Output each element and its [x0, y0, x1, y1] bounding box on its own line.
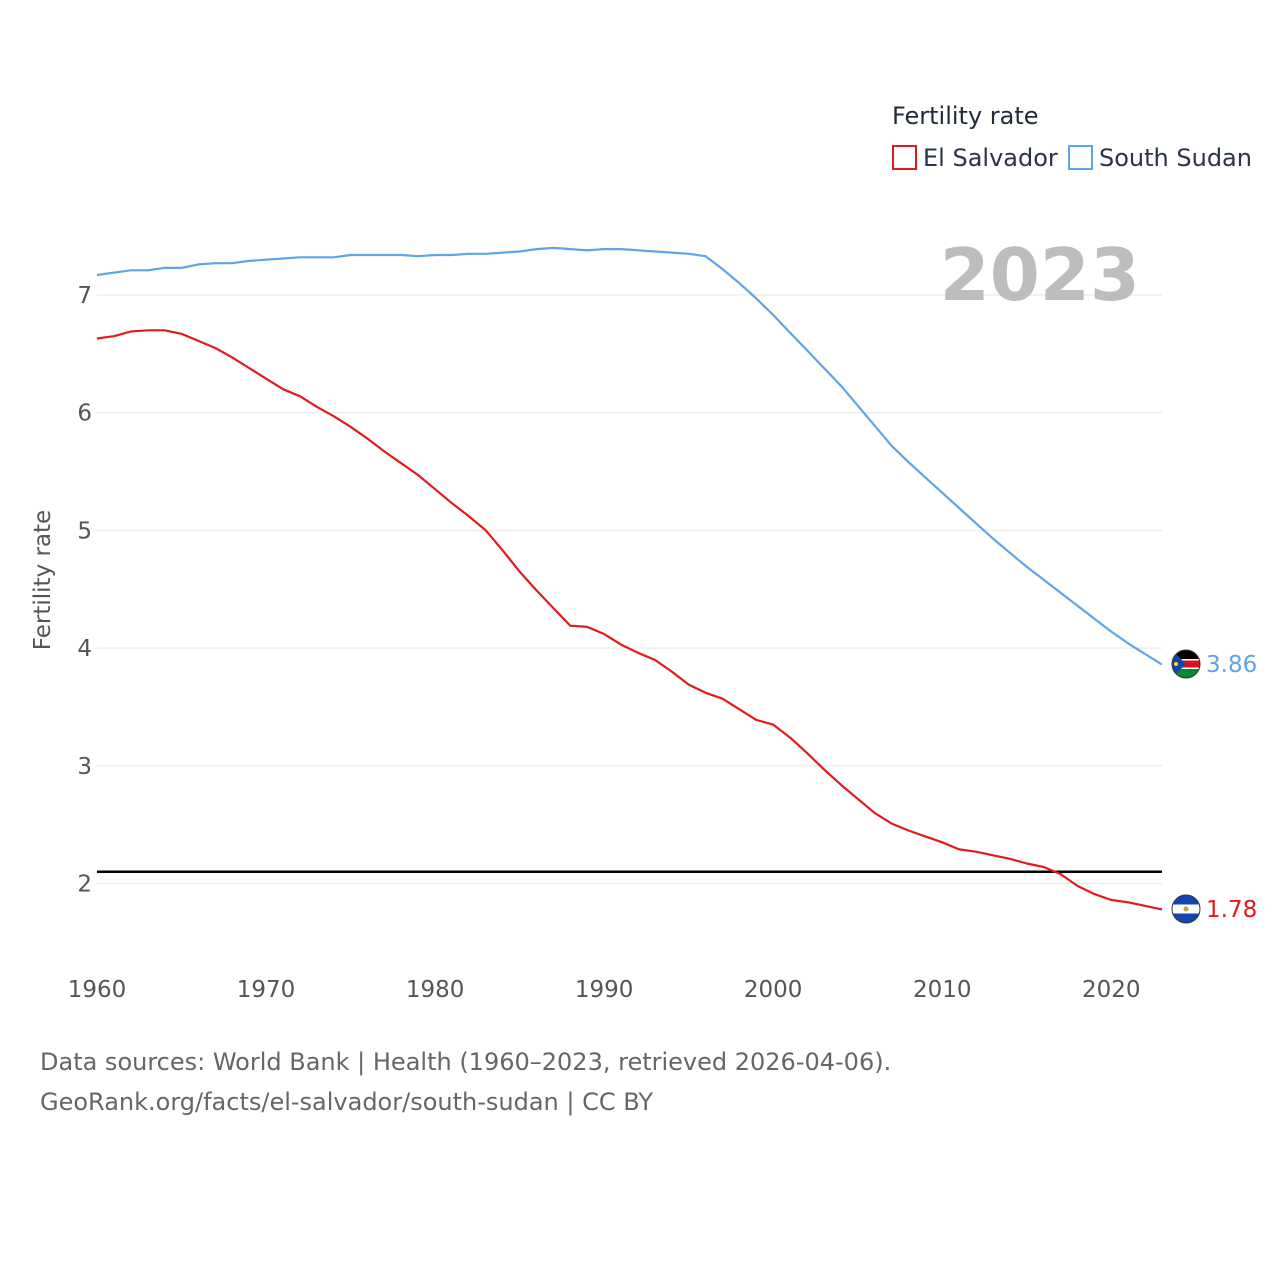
south-sudan-end-label: 3.86 [1206, 652, 1257, 678]
y-tick-7: 7 [77, 283, 92, 309]
legend-label-el-salvador[interactable]: El Salvador [923, 144, 1058, 172]
y-tick-3: 3 [77, 754, 92, 780]
y-axis-ticks: 2 3 4 5 6 7 [77, 283, 92, 898]
legend-swatch-south-sudan[interactable] [1068, 145, 1093, 170]
source-note: Data sources: World Bank | Health (1960–… [40, 1042, 891, 1122]
legend-label-south-sudan[interactable]: South Sudan [1099, 144, 1252, 172]
y-tick-6: 6 [77, 401, 92, 427]
el-salvador-marker [1171, 894, 1201, 924]
x-tick-2000: 2000 [744, 977, 803, 1003]
x-tick-2010: 2010 [913, 977, 972, 1003]
series-lines [96, 246, 1163, 911]
y-tick-2: 2 [77, 872, 92, 898]
series-line-south-sudan [96, 246, 1163, 666]
x-axis-ticks: 1960 1970 1980 1990 2000 2010 2020 [68, 977, 1141, 1003]
legend: Fertility rate El Salvador South Sudan [892, 102, 1252, 172]
y-axis-label: Fertility rate [30, 510, 56, 650]
south-sudan-flag-icon [1172, 650, 1200, 678]
x-tick-1970: 1970 [237, 977, 296, 1003]
x-tick-1990: 1990 [575, 977, 634, 1003]
x-tick-1960: 1960 [68, 977, 127, 1003]
source-line-1: Data sources: World Bank | Health (1960–… [40, 1048, 892, 1076]
el-salvador-end-label: 1.78 [1206, 897, 1257, 923]
legend-title: Fertility rate [892, 102, 1039, 130]
legend-swatch-el-salvador[interactable] [892, 145, 917, 170]
y-gridlines [97, 294, 1162, 884]
year-label: 2023 [940, 233, 1140, 317]
source-line-2[interactable]: GeoRank.org/facts/el-salvador/south-suda… [40, 1088, 654, 1116]
x-tick-1980: 1980 [406, 977, 465, 1003]
y-tick-5: 5 [77, 518, 92, 544]
x-tick-2020: 2020 [1082, 977, 1141, 1003]
y-tick-4: 4 [77, 636, 92, 662]
south-sudan-marker [1171, 649, 1201, 679]
el-salvador-flag-icon [1172, 895, 1200, 923]
series-line-el-salvador [96, 329, 1163, 911]
